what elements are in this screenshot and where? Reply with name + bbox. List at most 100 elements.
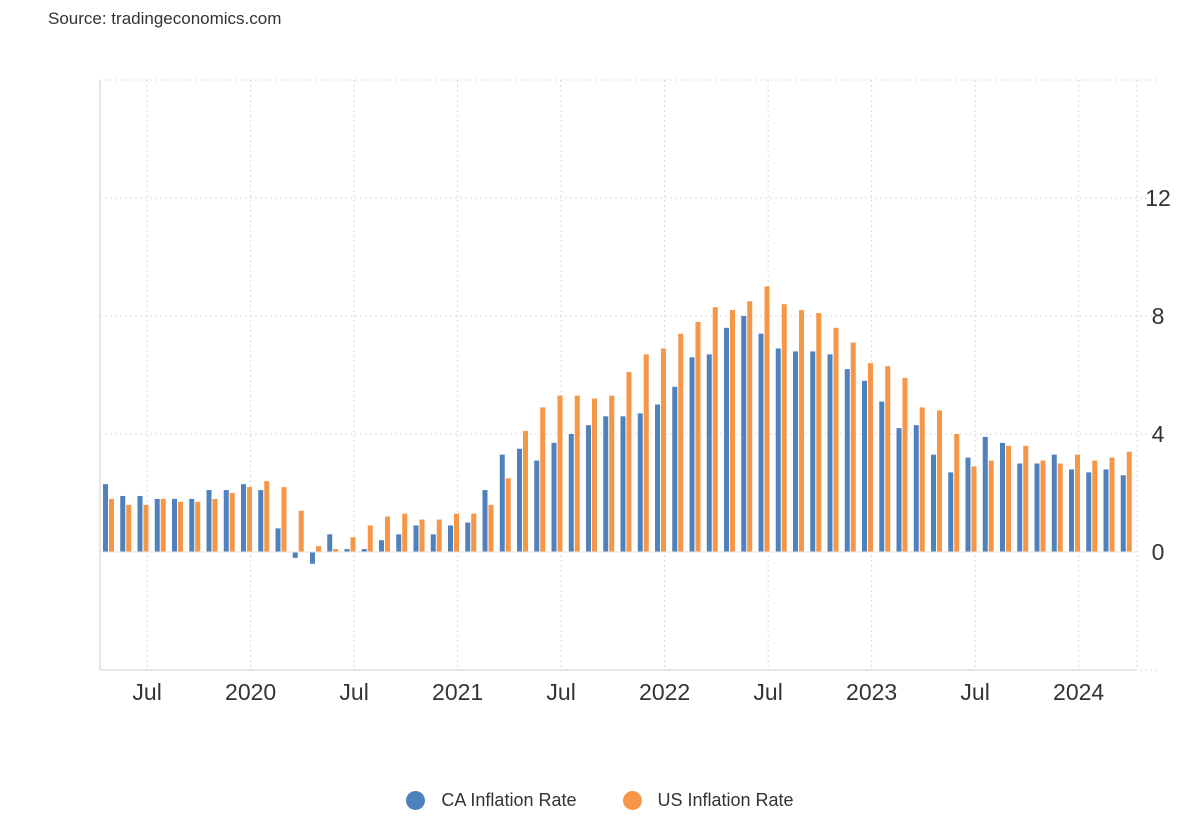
- bar-ca: [879, 401, 885, 552]
- source-label: Source: tradingeconomics.com: [48, 9, 282, 28]
- x-tick-label: Jul: [339, 679, 368, 705]
- bar-us: [1006, 445, 1011, 552]
- bar-us: [1075, 454, 1080, 552]
- y-tick-labels: 0 4 8 12: [1145, 185, 1171, 565]
- bar-ca: [327, 534, 333, 552]
- bar-us: [816, 313, 822, 552]
- bar-ca: [931, 454, 936, 552]
- bar-ca: [1000, 442, 1005, 552]
- bar-ca: [948, 472, 954, 552]
- bar-us: [885, 366, 891, 552]
- bar-us: [109, 498, 114, 552]
- y-tick-label: 12: [1145, 185, 1171, 211]
- bar-ca: [620, 416, 626, 552]
- bar-ca: [775, 348, 781, 552]
- bar-ca: [1103, 469, 1109, 552]
- bar-ca: [758, 333, 764, 552]
- bars: [103, 286, 1132, 564]
- bar-us: [643, 354, 649, 552]
- bar-ca: [344, 549, 350, 552]
- bar-ca: [965, 457, 971, 552]
- bar-us: [523, 431, 528, 552]
- bar-ca: [603, 416, 609, 552]
- bar-us: [471, 513, 477, 552]
- y-tick-label: 8: [1152, 303, 1165, 329]
- bar-ca: [482, 490, 488, 552]
- bar-ca: [206, 490, 212, 552]
- x-tick-label: Jul: [132, 679, 161, 705]
- bar-us: [143, 504, 149, 552]
- bar-ca: [223, 490, 229, 552]
- bar-us: [1126, 451, 1132, 552]
- bar-us: [730, 310, 735, 552]
- bar-ca: [258, 490, 264, 552]
- bar-ca: [551, 442, 557, 552]
- legend-item-us[interactable]: US Inflation Rate: [622, 790, 794, 811]
- bar-us: [850, 342, 856, 552]
- bar-us: [385, 516, 390, 552]
- bar-us: [695, 321, 701, 552]
- bar-us: [160, 498, 166, 552]
- x-tick-label: 2022: [639, 679, 690, 705]
- legend: CA Inflation Rate US Inflation Rate: [0, 790, 1200, 811]
- bar-ca: [706, 354, 712, 552]
- bar-us: [919, 407, 925, 552]
- bar-ca: [1086, 472, 1092, 552]
- bar-us: [402, 513, 408, 552]
- bar-ca: [844, 369, 850, 552]
- bar-us: [454, 513, 459, 552]
- bar-ca: [448, 525, 453, 552]
- legend-item-ca[interactable]: CA Inflation Rate: [406, 790, 577, 811]
- bar-ca: [1034, 463, 1040, 552]
- bar-ca: [361, 549, 367, 552]
- bar-us: [1040, 460, 1046, 552]
- bar-ca: [499, 454, 505, 552]
- x-tick-label: 2023: [846, 679, 897, 705]
- bar-ca: [413, 525, 419, 552]
- bar-ca: [913, 425, 919, 552]
- bar-us: [661, 348, 666, 552]
- bar-us: [316, 546, 321, 552]
- bar-us: [609, 395, 615, 552]
- bar-us: [281, 487, 287, 552]
- bar-ca: [862, 380, 867, 552]
- bar-us: [247, 487, 252, 552]
- bar-us: [1023, 445, 1029, 552]
- bar-ca: [534, 460, 540, 552]
- bar-ca: [137, 495, 143, 552]
- bar-ca: [793, 351, 798, 552]
- bar-ca: [275, 528, 281, 552]
- bar-ca: [655, 404, 660, 552]
- bar-ca: [241, 484, 246, 552]
- bar-us: [419, 519, 425, 552]
- bar-ca: [379, 540, 384, 552]
- bar-ca: [292, 552, 298, 558]
- bar-ca: [827, 354, 833, 552]
- bar-us: [488, 504, 494, 552]
- bar-ca: [896, 428, 902, 552]
- bar-ca: [689, 357, 695, 552]
- bar-us: [937, 410, 942, 552]
- bar-ca: [465, 522, 471, 552]
- bar-us: [764, 286, 770, 552]
- bar-us: [747, 301, 753, 552]
- bar-ca: [586, 425, 591, 552]
- bar-ca: [741, 316, 747, 552]
- x-tick-label: Jul: [960, 679, 989, 705]
- x-tick-label: 2021: [432, 679, 483, 705]
- bar-us: [264, 481, 270, 552]
- bar-ca: [517, 448, 522, 552]
- bar-ca: [810, 351, 816, 552]
- bar-ca: [310, 552, 315, 564]
- bar-us: [781, 304, 787, 552]
- bar-us: [833, 327, 839, 552]
- bar-us: [505, 478, 511, 552]
- x-tick-label: 2020: [225, 679, 276, 705]
- bar-us: [988, 460, 994, 552]
- bar-us: [574, 395, 580, 552]
- bar-us: [540, 407, 546, 552]
- bar-us: [367, 525, 373, 552]
- bar-us: [592, 398, 597, 552]
- bar-us: [333, 549, 339, 552]
- bar-us: [212, 498, 218, 552]
